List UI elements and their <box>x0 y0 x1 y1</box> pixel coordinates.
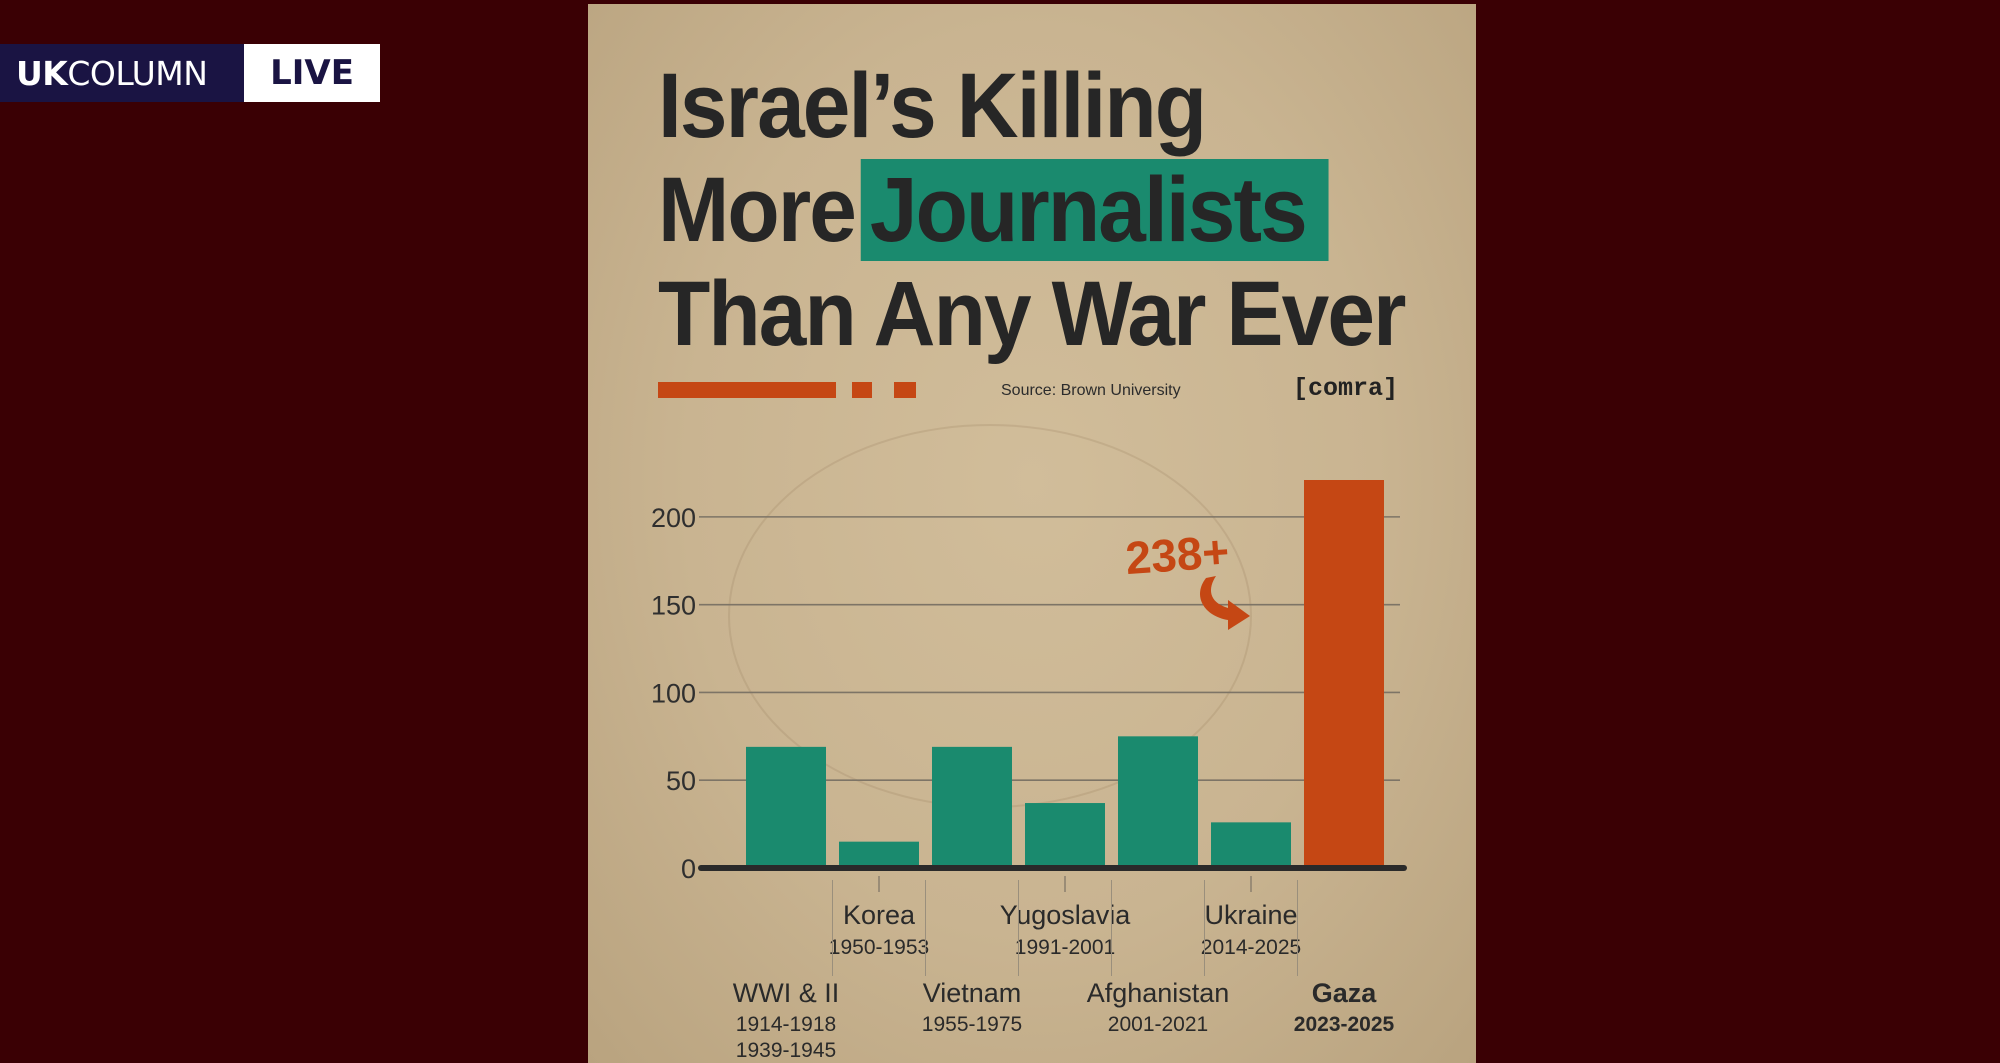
title-line-3: Than Any War Ever <box>658 263 1406 365</box>
y-tick-label: 150 <box>651 591 696 621</box>
bar <box>839 841 919 868</box>
poster-title: Israel’s Killing More Journalists Than An… <box>658 54 1406 366</box>
category-label: WWI & II <box>733 978 839 1008</box>
category-label: Yugoslavia <box>1000 900 1132 930</box>
infographic-poster: Israel’s Killing More Journalists Than An… <box>588 4 1476 1063</box>
annotation: 238+ <box>1124 525 1250 630</box>
y-axis-ticks: 0 50 100 150 200 <box>651 503 696 884</box>
annotation-label: 238+ <box>1124 525 1231 584</box>
bar <box>932 746 1012 868</box>
bars <box>746 480 1384 868</box>
x-axis-labels: WWI & II 1914-1918 1939-1945 Korea 1950-1953… <box>733 876 1395 1062</box>
publisher-mark: [comra] <box>1293 374 1399 403</box>
brand-name-regular: COLUMN <box>67 53 208 93</box>
bar <box>1304 480 1384 868</box>
title-line-1: Israel’s Killing <box>658 55 1207 157</box>
category-label: Korea <box>843 900 916 930</box>
category-years: 2001-2021 <box>1108 1013 1208 1036</box>
bar <box>1118 736 1198 868</box>
bar <box>1025 803 1105 868</box>
title-line-2-plain: More <box>658 159 857 261</box>
category-years: 1914-1918 <box>736 1013 836 1036</box>
category-label: Ukraine <box>1204 900 1297 930</box>
category-label: Vietnam <box>923 978 1022 1008</box>
category-years: 2023-2025 <box>1294 1013 1395 1036</box>
title-highlight: Journalists <box>860 159 1329 261</box>
bar-chart: 0 50 100 150 200 WWI & II 1914-1918 1939-1945 K… <box>651 480 1407 1062</box>
category-years: 1939-1945 <box>736 1039 836 1062</box>
category-years: 1955-1975 <box>922 1013 1022 1036</box>
category-years: 1991-2001 <box>1015 936 1115 959</box>
bar <box>746 746 826 868</box>
category-label: Afghanistan <box>1087 978 1230 1008</box>
y-tick-label: 100 <box>651 678 696 708</box>
broadcaster-logo: UK COLUMN LIVE <box>0 44 380 102</box>
bar <box>1211 822 1291 868</box>
category-label: Gaza <box>1312 978 1378 1008</box>
y-tick-label: 200 <box>651 503 696 533</box>
y-tick-label: 50 <box>666 766 696 796</box>
category-years: 1950-1953 <box>829 936 929 959</box>
brand-name: UK COLUMN <box>0 44 244 102</box>
y-tick-label: 0 <box>681 854 696 884</box>
source-note: Source: Brown University <box>1001 382 1181 399</box>
title-line-2: More Journalists <box>658 158 1383 262</box>
annotation-arrow-icon <box>1200 576 1250 630</box>
live-badge: LIVE <box>244 44 380 102</box>
brand-name-bold: UK <box>16 53 68 93</box>
category-years: 2014-2025 <box>1201 936 1301 959</box>
decorative-red-bar <box>658 382 918 398</box>
grid-lines <box>699 516 1400 782</box>
